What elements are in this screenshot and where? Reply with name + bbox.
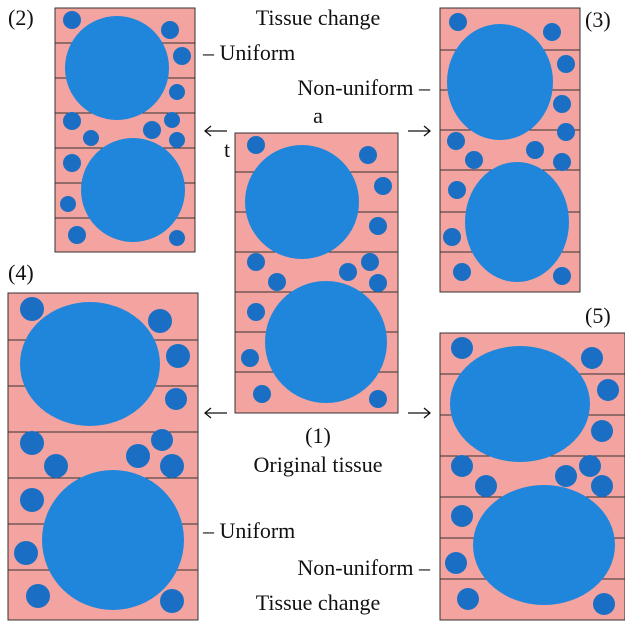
panel-label: (1) — [305, 423, 331, 448]
panel-label: (4) — [8, 260, 34, 285]
panel-label: (5) — [585, 303, 611, 328]
diagram: Tissue change (2) (3) – Uniform Non-unif… — [0, 0, 625, 621]
panel-label: (2) — [8, 5, 34, 30]
axis-label: a — [313, 103, 323, 128]
caption: Tissue change — [256, 590, 380, 615]
label: – Uniform — [202, 40, 295, 65]
panel-2 — [55, 8, 195, 252]
panel-4 — [8, 293, 198, 620]
label: Non-uniform – — [297, 75, 431, 100]
axis-label: t — [224, 137, 230, 162]
label: – Uniform — [202, 518, 295, 543]
panel-label: (3) — [585, 7, 611, 32]
caption: Original tissue — [254, 452, 383, 477]
caption: Tissue change — [256, 5, 380, 30]
label: Non-uniform – — [297, 555, 431, 580]
panel-1 — [235, 133, 398, 413]
panel-5 — [440, 333, 625, 620]
panel-3 — [440, 8, 580, 292]
